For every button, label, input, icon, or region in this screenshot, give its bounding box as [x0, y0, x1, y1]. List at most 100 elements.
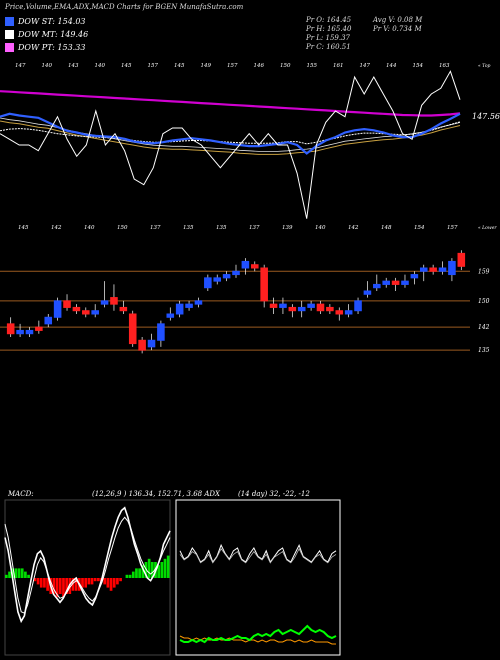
candle-body	[457, 252, 466, 267]
macd-histogram-bar	[125, 574, 129, 578]
macd-histogram-bar	[58, 578, 62, 594]
top-high-label: 140	[95, 63, 106, 69]
top-low-label: 135	[216, 225, 227, 231]
macd-histogram-bar	[43, 578, 46, 588]
macd-histogram-bar	[103, 578, 107, 585]
macd-histogram-bar	[128, 574, 132, 578]
chart-title: Price,Volume,EMA,ADX,MACD Charts for BGE…	[5, 3, 244, 11]
ema-long-line	[0, 120, 461, 155]
legend-pt-swatch	[5, 42, 14, 52]
candle-body	[82, 310, 90, 315]
top-low-label: 137	[150, 225, 161, 231]
candle-body	[401, 280, 409, 285]
open-value: Pr O: 164.45	[306, 16, 352, 24]
candle-body	[335, 310, 344, 315]
candle-body	[128, 313, 137, 345]
price-axis-label: 159	[478, 268, 490, 275]
top-panel-label: « Top	[478, 63, 491, 69]
macd-histogram-bar	[55, 578, 59, 598]
candle-body	[288, 306, 297, 312]
candle-body	[429, 267, 437, 272]
macd-histogram-bar	[62, 578, 65, 598]
candle-body	[100, 300, 109, 305]
macd-histogram-bar	[90, 578, 94, 585]
macd-histogram-bar	[74, 578, 78, 591]
macd-histogram-bar	[81, 578, 84, 588]
legend-mt: DOW MT: 149.46	[5, 29, 88, 39]
candle-body	[279, 303, 287, 308]
legend-st-label: DOW ST: 154.03	[18, 16, 86, 26]
macd-line	[4, 506, 171, 624]
candle-body	[185, 303, 193, 308]
candle-body	[204, 277, 212, 289]
top-high-label: 147	[15, 63, 26, 69]
price-panel: 159 150 142 135	[0, 250, 490, 354]
top-high-label: 145	[121, 63, 132, 69]
macd-histogram-bar	[52, 578, 56, 594]
dow-mt-line	[0, 121, 461, 145]
candle-body	[147, 339, 156, 348]
top-low-label: 157	[447, 225, 458, 231]
candle-body	[16, 329, 24, 335]
macd-histogram-bar	[93, 578, 97, 582]
macd-histogram-bar	[17, 568, 21, 578]
macd-histogram-bar	[27, 574, 30, 578]
macd-histogram-bar	[36, 578, 40, 585]
candle-body	[232, 270, 240, 276]
candle-body	[410, 274, 419, 279]
candle-body	[6, 323, 15, 335]
candle-body	[419, 267, 428, 272]
macd-histogram-bar	[20, 568, 24, 578]
top-low-label: 142	[51, 225, 62, 231]
top-high-label: 157	[148, 63, 159, 69]
candle-body	[316, 303, 325, 312]
dow-st-line	[0, 112, 461, 155]
macd-histogram-bar	[14, 568, 18, 578]
macd-histogram-bar	[97, 578, 100, 582]
candle-body	[213, 277, 222, 282]
macd-histogram-bar	[157, 565, 161, 578]
macd-histogram-bar	[24, 571, 27, 578]
candle-body	[391, 280, 400, 285]
macd-histogram-bar	[5, 574, 8, 578]
top-high-label: 150	[280, 63, 291, 69]
legend-st: DOW ST: 154.03	[5, 16, 86, 26]
candle-body	[138, 339, 146, 351]
top-high-label: 147	[360, 63, 371, 69]
candle-body	[382, 280, 390, 285]
macd-histogram-bar	[144, 562, 148, 578]
top-high-label: 144	[386, 63, 397, 69]
candle-body	[344, 310, 353, 315]
legend-st-swatch	[5, 16, 14, 26]
top-low-label: 140	[84, 225, 95, 231]
candle-body	[307, 303, 315, 308]
adx-plus-di-line	[179, 624, 337, 644]
macd-histogram-bar	[166, 555, 170, 578]
legend-pt-label: DOW PT: 153.33	[18, 42, 86, 52]
macd-histogram-bar	[150, 562, 154, 578]
macd-histogram-bar	[119, 578, 122, 582]
top-low-label: 154	[414, 225, 425, 231]
top-last-value-label: 147.56	[472, 112, 500, 121]
top-low-label: 150	[117, 225, 128, 231]
top-high-label: 140	[42, 63, 53, 69]
macd-histogram-bar	[33, 578, 37, 582]
candle-body	[438, 267, 447, 272]
volume: Pr V: 0.734 M	[373, 25, 422, 33]
macd-histogram-bar	[147, 558, 151, 578]
high-value: Pr H: 165.40	[306, 25, 352, 33]
candle-body	[326, 306, 334, 312]
dow-pt-line	[0, 90, 461, 117]
candle-body	[363, 290, 372, 295]
candle-body	[63, 300, 71, 308]
price-axis-label: 150	[478, 298, 490, 305]
candle-body	[119, 306, 128, 312]
adx-frame	[175, 499, 341, 656]
candle-body	[157, 323, 165, 341]
macd-histogram-bar	[8, 571, 11, 578]
top-high-label: 163	[439, 63, 450, 69]
candle-body	[175, 303, 184, 315]
top-low-label: 139	[282, 225, 293, 231]
candle-body	[44, 316, 53, 325]
